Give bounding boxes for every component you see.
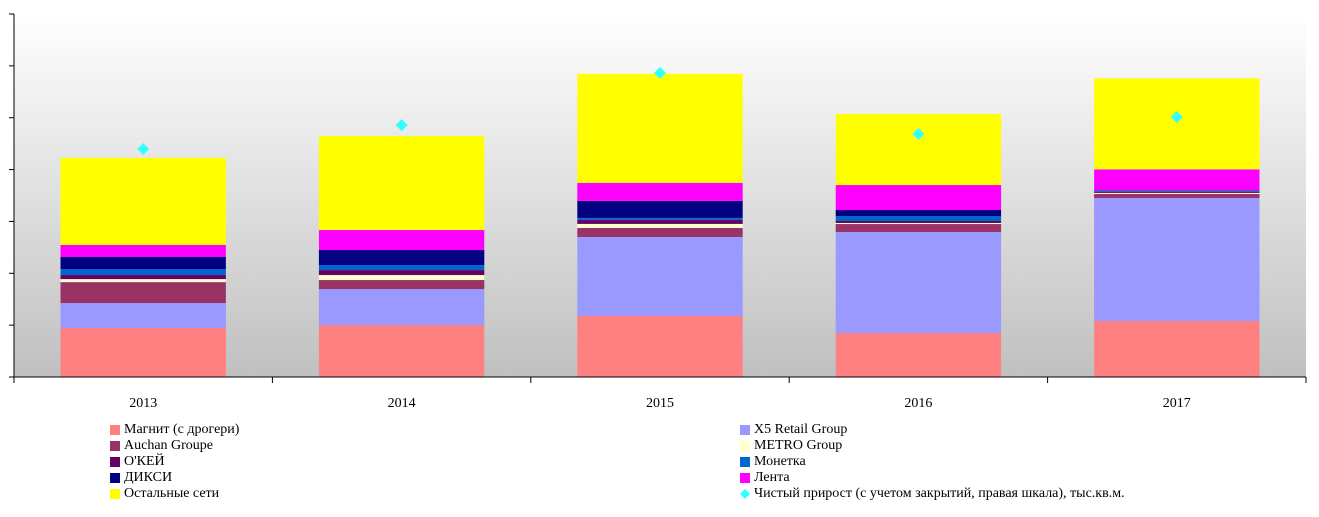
bar-segment [577, 316, 743, 377]
bar-segment [835, 210, 1002, 217]
bar-segment [1094, 191, 1260, 193]
bar-segment [60, 282, 226, 304]
marker [137, 143, 150, 156]
bar-segment [60, 279, 226, 283]
bar-segment [1094, 190, 1260, 191]
bar-segment [577, 182, 743, 201]
x-tick-label: 2016 [904, 396, 932, 411]
legend-swatch [110, 425, 120, 435]
legend-label: Чистый прирост (с учетом закрытий, права… [754, 486, 1125, 501]
bar-segment [318, 275, 485, 281]
bar-segment [1094, 320, 1260, 377]
bar-segment [835, 221, 1002, 223]
bar-segment [577, 236, 743, 317]
bar-segment [60, 303, 226, 329]
bar-segment [1094, 192, 1260, 194]
bar-segment [318, 250, 485, 266]
legend-swatch [110, 489, 120, 499]
bar-segment [318, 325, 485, 377]
legend-label: METRO Group [754, 438, 842, 453]
bar-segment [835, 232, 1002, 334]
bar-segment [60, 257, 226, 270]
bar-segment [318, 265, 485, 271]
bar-segment [318, 270, 485, 276]
legend-swatch [740, 425, 750, 435]
x-tick-label: 2014 [388, 396, 416, 411]
legend-swatch [110, 457, 120, 467]
bar-segment [835, 216, 1002, 222]
marker [1170, 110, 1183, 123]
bar-segment [577, 227, 743, 237]
legend-label: Лента [754, 470, 790, 485]
legend-label: О'КЕЙ [124, 452, 165, 469]
bar-segment [835, 224, 1002, 233]
bar-segment [1094, 169, 1260, 191]
bar-segment [318, 136, 485, 231]
legend-swatch [110, 441, 120, 451]
legend-swatch [740, 457, 750, 467]
bar-segment [60, 275, 226, 280]
legend-swatch [110, 473, 120, 483]
bar-segment [1094, 190, 1260, 192]
legend-label: Монетка [754, 454, 807, 469]
legend-label: Остальные сети [124, 486, 220, 501]
bar-segment [1094, 197, 1260, 321]
legend-swatch [740, 473, 750, 483]
bar-segment [835, 333, 1002, 377]
bar-segment [60, 244, 226, 258]
bar-segment [835, 222, 1002, 225]
bar-segment [577, 217, 743, 220]
legend-label: X5 Retail Group [754, 422, 847, 437]
legend-label: Магнит (с дрогери) [124, 422, 240, 437]
bar-segment [577, 200, 743, 218]
bar-segment [1094, 78, 1260, 170]
bar-segment [60, 269, 226, 276]
bar-segment [318, 289, 485, 326]
x-tick-label: 2013 [129, 396, 157, 411]
x-tick-label: 2015 [646, 396, 674, 411]
bar-segment [318, 280, 485, 290]
marker [912, 127, 925, 140]
bar-segment [577, 73, 743, 183]
bar-segment [1094, 193, 1260, 198]
bar-segment [60, 157, 226, 245]
legend-marker [740, 489, 750, 499]
bar-segment [318, 230, 485, 251]
legend-label: ДИКСИ [124, 470, 172, 485]
bar-segment [835, 113, 1002, 186]
bar-segment [835, 185, 1002, 211]
bar-segment [577, 223, 743, 228]
x-tick-label: 2017 [1163, 396, 1191, 411]
marker [654, 67, 666, 80]
marker [395, 119, 408, 132]
bar-segment [60, 328, 226, 377]
legend-swatch [740, 441, 750, 451]
legend-label: Auchan Groupe [124, 438, 213, 453]
bar-segment [577, 219, 743, 224]
